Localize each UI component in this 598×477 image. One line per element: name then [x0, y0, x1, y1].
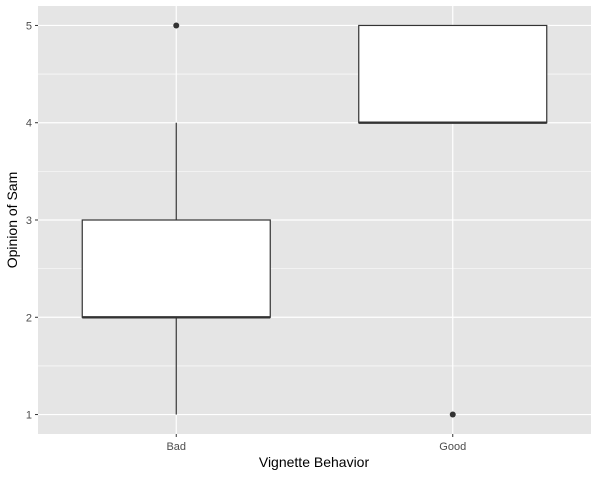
outlier-point — [173, 22, 180, 29]
iqr-box — [358, 24, 548, 124]
x-tick-label: Good — [439, 441, 466, 453]
y-tick-label: 5 — [26, 20, 32, 32]
x-axis-title: Vignette Behavior — [259, 454, 370, 470]
box-bad — [81, 22, 271, 415]
boxes — [81, 22, 548, 418]
iqr-box — [81, 219, 271, 318]
y-tick-label: 3 — [26, 215, 32, 227]
y-tick-label: 4 — [26, 118, 32, 130]
y-tick-label: 1 — [26, 410, 32, 422]
y-tick-label: 2 — [26, 312, 32, 324]
y-axis-title: Opinion of Sam — [4, 172, 20, 269]
x-tick-label: Bad — [166, 441, 186, 453]
axes: 1 2 3 4 5 Bad Good — [26, 20, 466, 453]
box-good — [358, 24, 548, 418]
outlier-point — [449, 411, 456, 418]
